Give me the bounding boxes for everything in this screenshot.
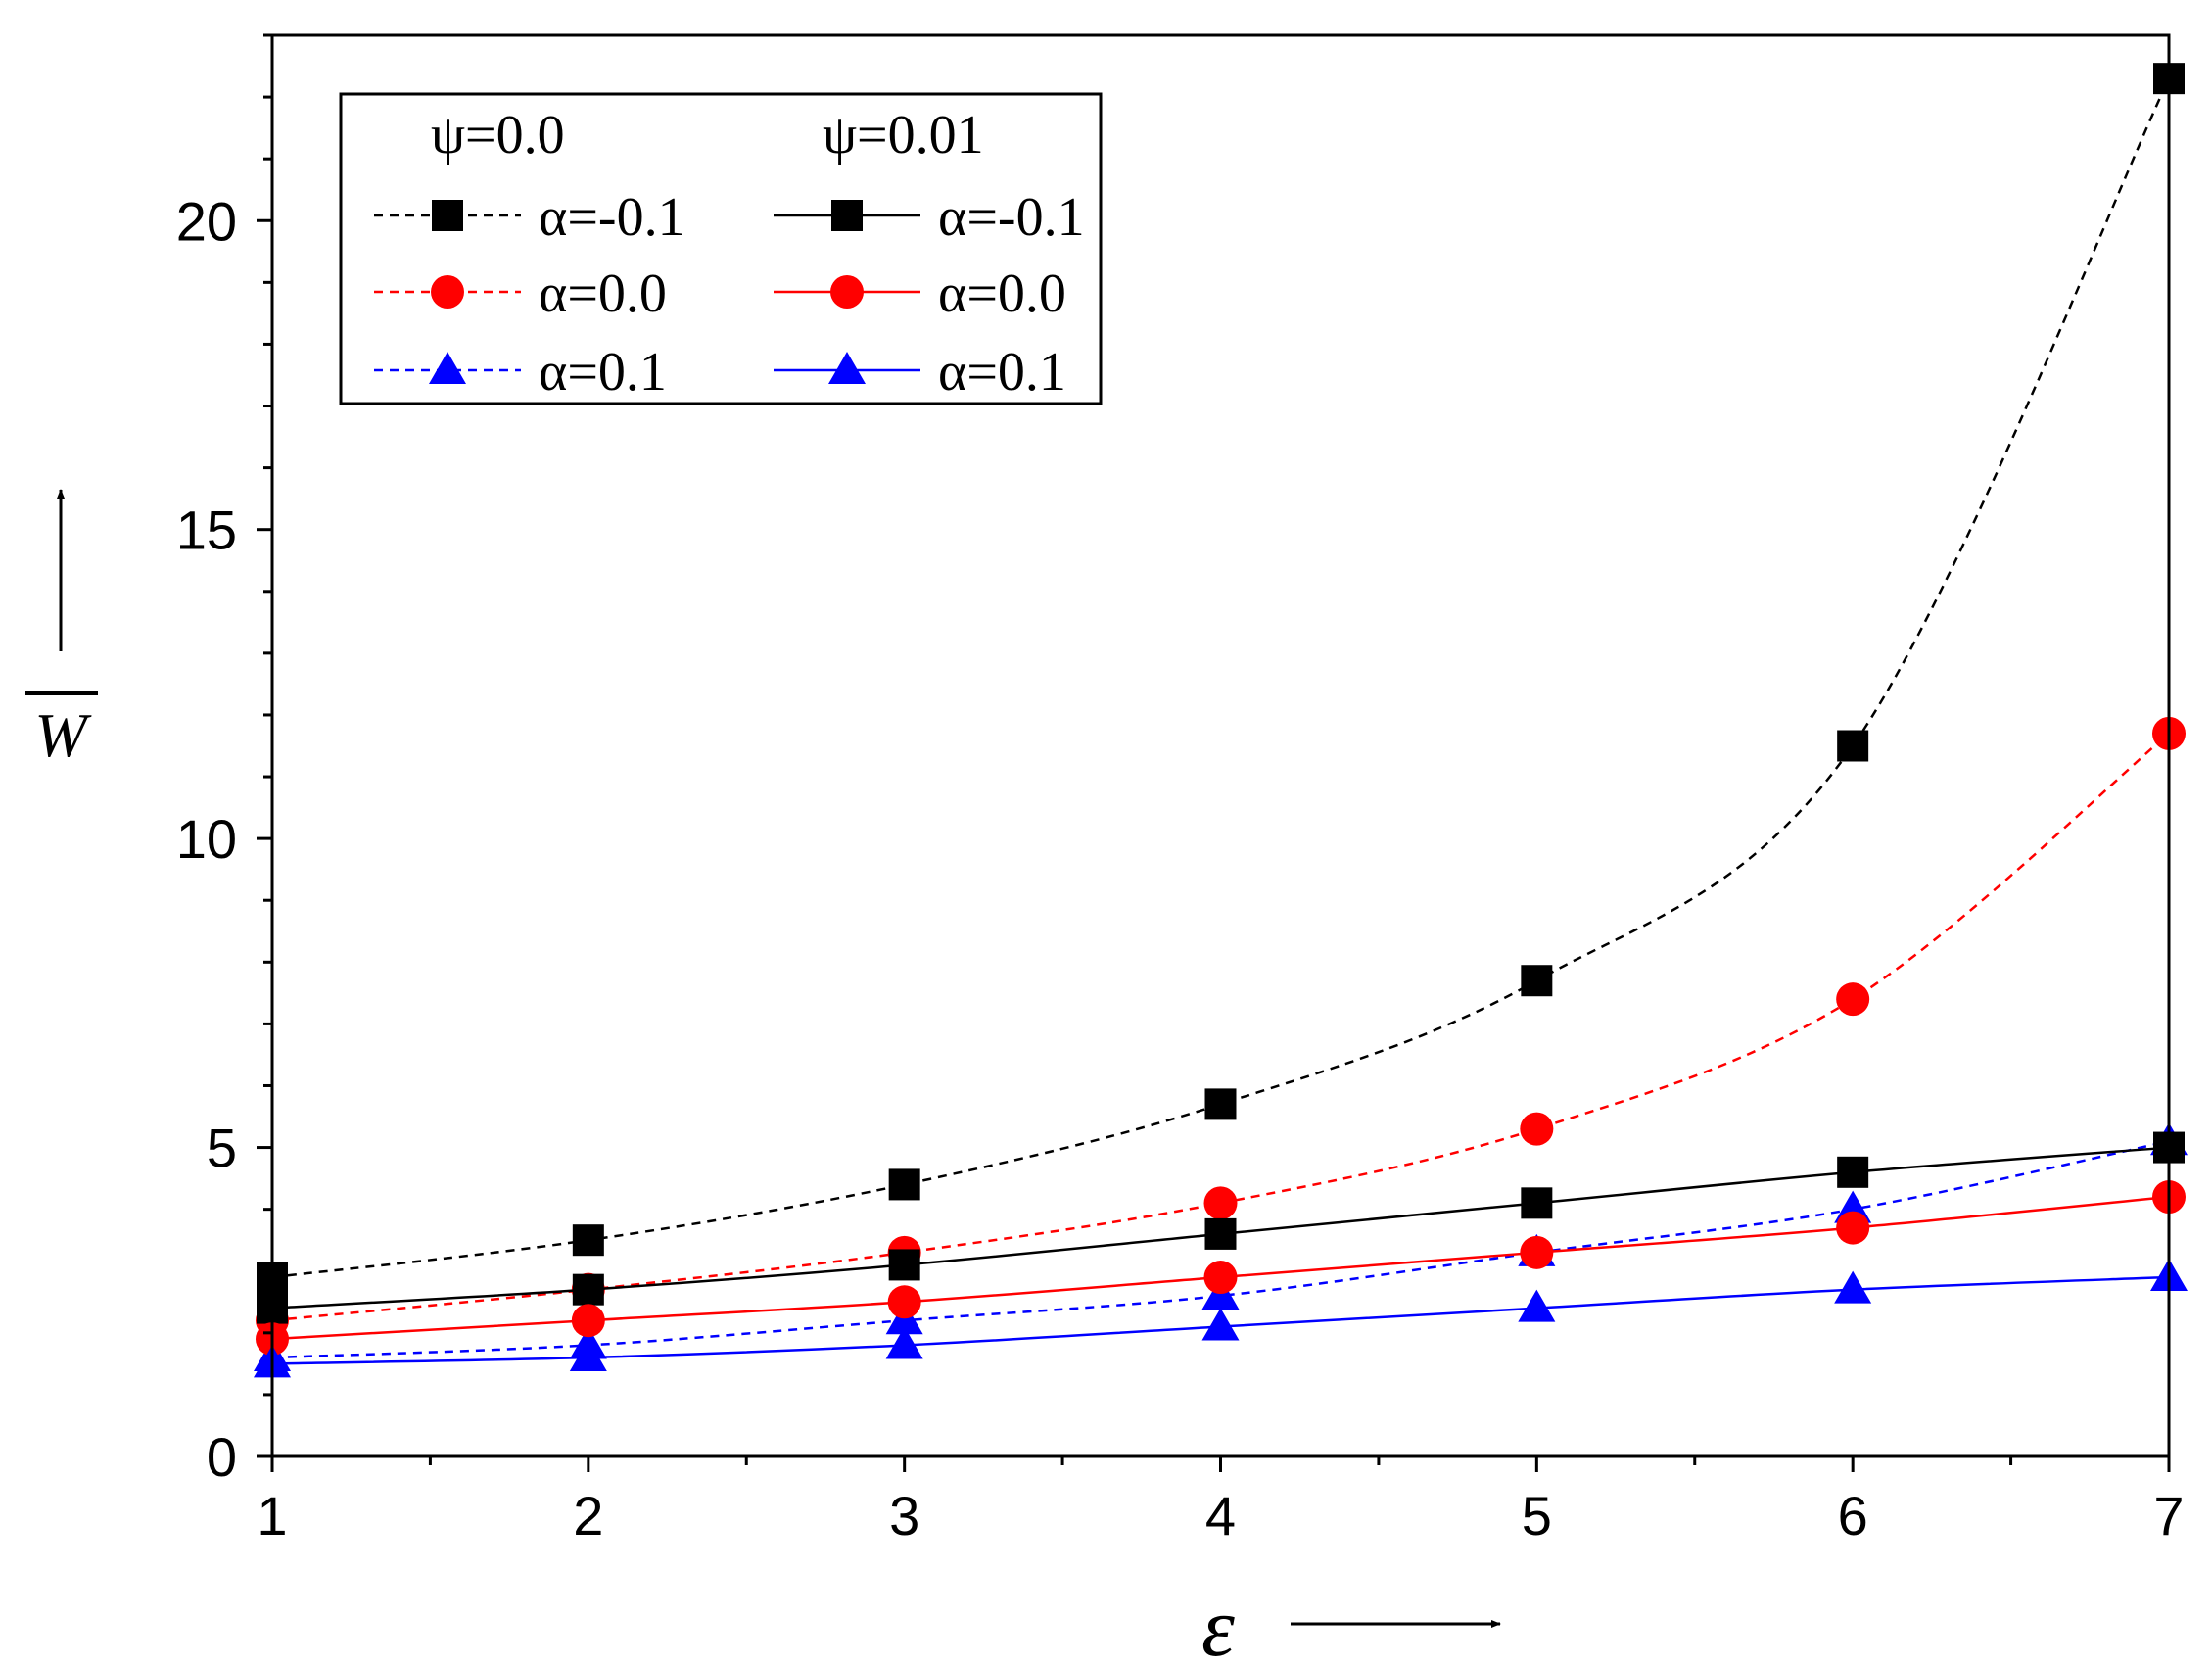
series-5-point-1 (569, 1339, 607, 1372)
series-5-point-5 (1834, 1270, 1872, 1304)
series-5-point-3 (1201, 1308, 1240, 1341)
legend-label-4: α=0.0 (938, 263, 1066, 324)
series-0-point-5 (1837, 730, 1869, 762)
series-3-point-4 (1521, 1187, 1553, 1219)
series-4-point-4 (1520, 1235, 1554, 1269)
series-3-point-1 (572, 1273, 604, 1306)
legend-entries: α=-0.1 α=0.0 α=0.1 α=-0.1 α=0.0 α=0.1 (374, 187, 1085, 403)
x-axis-title: ε (1201, 1580, 1501, 1667)
series-4-point-3 (1203, 1261, 1238, 1295)
y-tick-label: 0 (207, 1426, 237, 1488)
series-4-group (256, 1180, 2186, 1357)
series-4-point-1 (571, 1304, 605, 1338)
legend: ψ=0.0 ψ=0.01 α=-0.1 α=0.0 α=0.1 α=-0.1 α=0.0… (339, 92, 1103, 405)
axes-layer: 1 2 3 4 5 6 7 0 5 10 15 20 (176, 33, 2185, 1547)
legend-label-2: α=0.1 (539, 342, 667, 403)
series-1-point-5 (1836, 982, 1870, 1017)
series-5-point-2 (885, 1326, 923, 1359)
legend-header-psi-0: ψ=0.0 (431, 105, 565, 166)
x-tick-label: 1 (257, 1485, 287, 1547)
y-axis-title-text: W (34, 700, 92, 770)
legend-label-5: α=0.1 (938, 342, 1066, 403)
legend-label-0: α=-0.1 (539, 187, 685, 248)
legend-header-psi-001: ψ=0.01 (823, 105, 984, 166)
legend-marker-2 (429, 352, 466, 384)
legend-label-1: α=0.0 (539, 263, 667, 324)
series-3-point-2 (888, 1249, 920, 1281)
series-0-point-1 (572, 1224, 604, 1257)
y-tick-label: 20 (176, 190, 237, 252)
series-4-point-2 (887, 1285, 921, 1319)
x-tick-label: 5 (1522, 1485, 1552, 1547)
series-3-point-3 (1204, 1217, 1237, 1250)
x-tick-label: 2 (573, 1485, 603, 1547)
series-3-point-5 (1837, 1156, 1869, 1188)
legend-marker-0 (432, 200, 463, 231)
x-tick-label: 3 (889, 1485, 919, 1547)
y-tick-label: 15 (176, 500, 237, 561)
series-0-point-2 (888, 1168, 920, 1201)
x-tick-label: 6 (1838, 1485, 1868, 1547)
series-0-group (257, 63, 2185, 1294)
legend-box (339, 92, 1103, 405)
legend-marker-4 (830, 275, 864, 309)
y-tick-label: 10 (176, 808, 237, 870)
x-tick-label: 7 (2153, 1485, 2184, 1547)
series-4-point-5 (1836, 1211, 1870, 1245)
legend-marker-1 (431, 275, 464, 309)
legend-marker-5 (828, 352, 866, 384)
series-0-point-3 (1204, 1088, 1237, 1120)
x-axis-title-text: ε (1201, 1580, 1235, 1667)
legend-label-3: α=-0.1 (938, 187, 1085, 248)
y-axis-title: W (25, 489, 98, 770)
y-tick-label: 5 (207, 1118, 237, 1179)
legend-marker-3 (831, 200, 863, 231)
x-tick-label: 4 (1205, 1485, 1236, 1547)
series-5-point-4 (1518, 1289, 1556, 1322)
series-1-point-4 (1520, 1112, 1554, 1146)
series-1-point-3 (1203, 1186, 1238, 1220)
series-0-point-4 (1521, 965, 1553, 997)
